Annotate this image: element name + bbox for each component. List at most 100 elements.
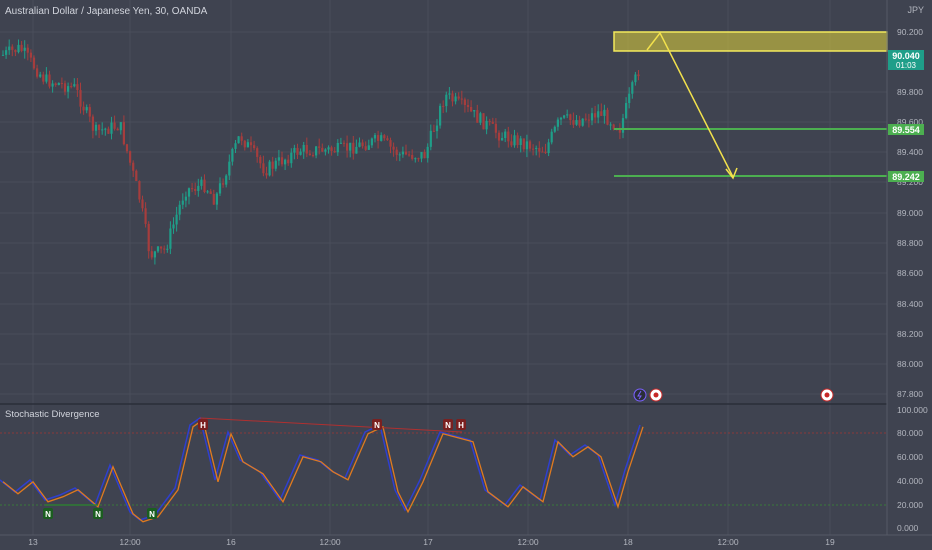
candle-body — [147, 223, 150, 252]
candle-body — [194, 188, 197, 191]
time-tick-label: 12:00 — [319, 537, 341, 547]
event-icon[interactable] — [649, 388, 663, 402]
candle-body — [637, 74, 640, 77]
forecast-arrow-path[interactable] — [646, 31, 734, 178]
time-tick-label: 13 — [28, 537, 38, 547]
candle-body — [621, 118, 625, 133]
candle-body — [494, 123, 497, 133]
candle-body — [476, 110, 479, 123]
stoch-k-line — [0, 416, 641, 521]
price-tick-label: 87.800 — [897, 389, 923, 399]
candle-body — [166, 248, 169, 250]
lightning-icon[interactable] — [633, 388, 647, 402]
candle-body — [39, 74, 42, 77]
time-axis[interactable]: 13 12:00 16 12:00 17 12:00 18 12:00 19 — [28, 537, 835, 547]
symbol-title[interactable]: Australian Dollar / Japanese Yen, 30, OA… — [5, 6, 208, 17]
candle-body — [395, 149, 398, 155]
candle-body — [445, 94, 448, 107]
indicator-title[interactable]: Stochastic Divergence — [5, 409, 100, 420]
candle-body — [361, 142, 364, 147]
candle-body — [280, 157, 284, 165]
candle-body — [5, 50, 8, 55]
candle-body — [150, 251, 153, 258]
price-tick-label: 88.600 — [897, 268, 923, 278]
candle-body — [246, 142, 249, 148]
oscillator-axis[interactable]: 100.000 80.000 60.000 40.000 20.000 0.000 — [897, 405, 928, 533]
candle-body — [370, 138, 373, 146]
candle-body — [218, 183, 222, 194]
bearish-marker-label: H — [200, 421, 206, 430]
candle-body — [401, 151, 404, 155]
price-axis[interactable]: 90.20089.80089.60089.40089.20089.00088.8… — [897, 27, 923, 399]
candle-body — [547, 142, 550, 154]
candle-body — [200, 179, 203, 186]
candle-body — [479, 113, 482, 123]
candle-body — [141, 199, 144, 209]
candle-body — [51, 83, 54, 87]
candle-body — [308, 153, 311, 156]
candle-body — [470, 107, 473, 112]
candle-body — [618, 129, 621, 133]
candle-body — [57, 82, 60, 85]
candle-body — [522, 138, 525, 150]
candle-body — [85, 107, 88, 111]
candle-body — [256, 148, 259, 157]
candle-body — [253, 145, 256, 149]
candle-body — [563, 115, 566, 118]
candle-body — [352, 142, 355, 154]
candle-body — [160, 246, 163, 249]
candle-body — [20, 44, 23, 51]
candle-body — [274, 160, 277, 169]
candle-body — [367, 145, 370, 150]
time-tick-label: 12:00 — [517, 537, 539, 547]
candle-body — [91, 116, 94, 131]
candle-body — [392, 146, 395, 150]
candle-body — [8, 46, 11, 51]
supply-zone-box[interactable] — [613, 31, 888, 52]
bullish-marker-label: N — [45, 510, 51, 519]
candle-body — [225, 175, 228, 185]
bullish-marker — [43, 508, 53, 519]
candle-body — [144, 208, 147, 224]
candle-body — [302, 144, 305, 152]
candle-body — [191, 188, 194, 190]
candle-body — [187, 188, 191, 197]
candle-body — [336, 143, 339, 153]
candle-body — [240, 136, 243, 141]
candle-body — [507, 131, 510, 142]
candle-body — [287, 159, 290, 164]
event-icon-2[interactable] — [820, 388, 834, 402]
candle-body — [153, 251, 156, 258]
bearish-marker — [456, 419, 466, 430]
candle-body — [262, 163, 265, 174]
candle-body — [234, 143, 237, 149]
candle-body — [454, 96, 457, 102]
candle-body — [581, 118, 584, 126]
chart-grid — [0, 0, 887, 535]
candle-body — [249, 142, 253, 146]
candle-body — [420, 151, 423, 159]
candle-body — [497, 132, 501, 141]
candle-body — [516, 135, 519, 146]
candle-body — [156, 246, 160, 252]
candle-body — [259, 156, 262, 164]
time-tick-label: 19 — [825, 537, 835, 547]
current-price-label: 90.040 — [892, 51, 920, 61]
bearish-marker-label: N — [445, 421, 451, 430]
candle-body — [572, 120, 575, 125]
candle-body — [104, 128, 107, 130]
candle-body — [355, 146, 358, 154]
current-price-badge — [888, 50, 924, 70]
candle-body — [42, 74, 45, 82]
candle-body — [243, 140, 246, 148]
price-tick-label: 89.400 — [897, 147, 923, 157]
osc-tick-label: 80.000 — [897, 428, 923, 438]
time-tick-label: 17 — [423, 537, 433, 547]
candle-body — [594, 113, 597, 118]
osc-tick-label: 60.000 — [897, 452, 923, 462]
candle-body — [550, 131, 553, 143]
candle-body — [45, 74, 48, 82]
candle-body — [404, 151, 408, 155]
candle-body — [609, 124, 612, 126]
